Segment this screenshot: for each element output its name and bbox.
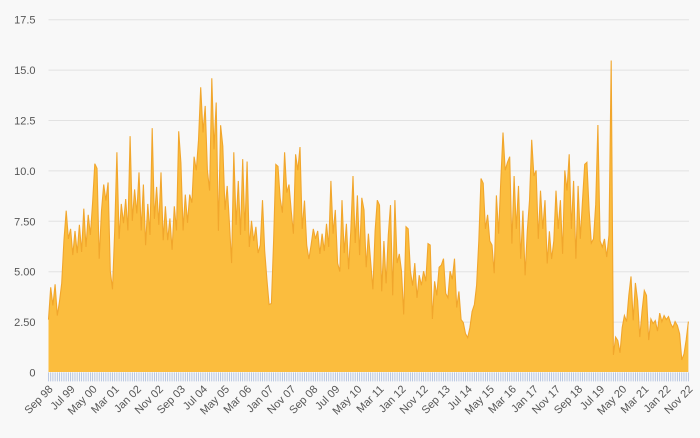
svg-text:2.50: 2.50 — [14, 317, 35, 329]
svg-text:17.5: 17.5 — [14, 15, 35, 27]
svg-text:7.50: 7.50 — [14, 216, 35, 228]
svg-text:12.5: 12.5 — [14, 116, 35, 128]
svg-text:5.00: 5.00 — [14, 267, 35, 279]
svg-text:15.0: 15.0 — [14, 65, 35, 77]
svg-text:0: 0 — [29, 368, 35, 380]
svg-text:10.0: 10.0 — [14, 166, 35, 178]
